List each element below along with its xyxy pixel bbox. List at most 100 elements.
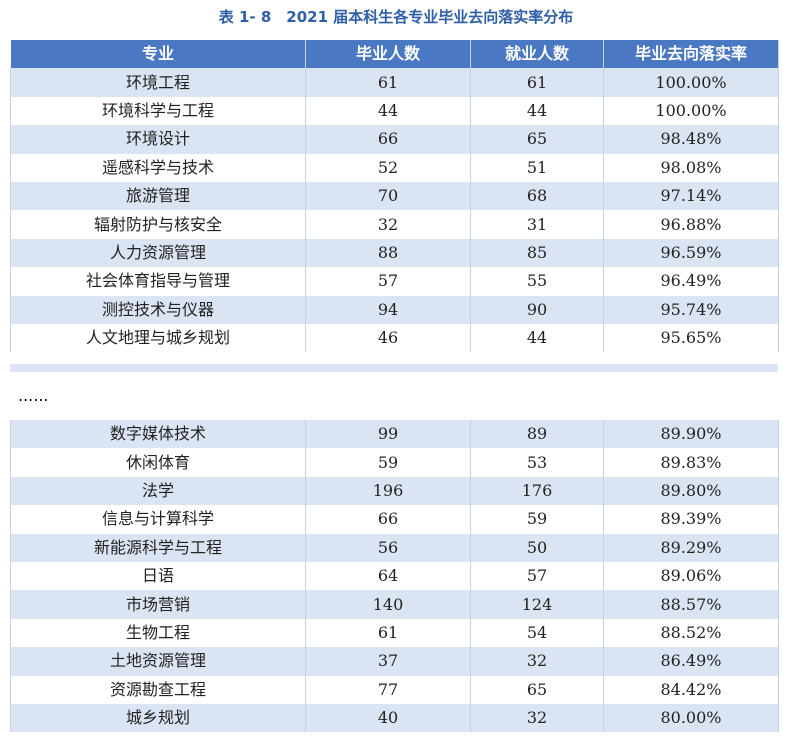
table-cell: 44	[470, 96, 604, 126]
table-row: 辐射防护与核安全 32 31 96.88%	[10, 210, 779, 239]
table-row: 资源勘查工程 77 65 84.42%	[10, 675, 779, 704]
table-cell: 日语	[10, 561, 306, 591]
table-cell: 98.08%	[603, 153, 779, 182]
table-cell: 61	[305, 618, 471, 648]
table-cell: 176	[470, 476, 604, 506]
table-row: 城乡规划 40 32 80.00%	[10, 703, 779, 733]
table-cell: 88.52%	[603, 618, 779, 648]
table-cell: 100.00%	[603, 68, 779, 97]
table-cell: 84.42%	[603, 675, 779, 704]
table-cell: 55	[470, 267, 604, 296]
table-cell: 99	[305, 420, 471, 449]
table-cell: 32	[470, 647, 604, 676]
table-bottom: 数字媒体技术 99 89 89.90% 休闲体育 59 53 89.83% 法学 196 176 89…	[10, 420, 779, 733]
table-cell: 57	[305, 267, 471, 296]
table-cell: 89	[470, 420, 604, 449]
cut-row	[10, 364, 778, 372]
table-row: 生物工程 61 54 88.52%	[10, 618, 779, 648]
table-row: 数字媒体技术 99 89 89.90%	[10, 420, 779, 449]
table-cell: 50	[470, 533, 604, 562]
table-cell: 85	[470, 238, 604, 268]
header-cell: 就业人数	[470, 40, 604, 69]
table-cell: 数字媒体技术	[10, 420, 306, 449]
table-row: 旅游管理 70 68 97.14%	[10, 181, 779, 211]
table-cell: 信息与计算科学	[10, 505, 306, 534]
table-cell: 66	[305, 505, 471, 534]
table-cell: 86.49%	[603, 647, 779, 676]
table-cell: 97.14%	[603, 181, 779, 211]
table-cell: 40	[305, 703, 471, 733]
ellipsis: ......	[18, 386, 49, 405]
table-cell: 100.00%	[603, 96, 779, 126]
table-row: 遥感科学与技术 52 51 98.08%	[10, 153, 779, 182]
table-cell: 辐射防护与核安全	[10, 210, 306, 239]
table-cell: 95.74%	[603, 295, 779, 324]
table-cell: 65	[470, 125, 604, 154]
table-cell: 53	[470, 448, 604, 477]
table-cell: 88.57%	[603, 590, 779, 619]
table-cell: 88	[305, 238, 471, 268]
table-row: 法学 196 176 89.80%	[10, 476, 779, 506]
table-row: 土地资源管理 37 32 86.49%	[10, 647, 779, 676]
table-cell: 生物工程	[10, 618, 306, 648]
table-row: 人文地理与城乡规划 46 44 95.65%	[10, 323, 779, 353]
table-row: 市场营销 140 124 88.57%	[10, 590, 779, 619]
table-cell: 65	[470, 675, 604, 704]
table-cell: 80.00%	[603, 703, 779, 733]
header-row: 专业 毕业人数 就业人数 毕业去向落实率	[10, 40, 779, 69]
table-cell: 环境设计	[10, 125, 306, 154]
table-cell: 37	[305, 647, 471, 676]
table-cell: 68	[470, 181, 604, 211]
table-cell: 89.29%	[603, 533, 779, 562]
table-row: 环境工程 61 61 100.00%	[10, 68, 779, 97]
table-cell: 77	[305, 675, 471, 704]
table-cell: 44	[305, 96, 471, 126]
table-cell: 52	[305, 153, 471, 182]
table-cell: 140	[305, 590, 471, 619]
header-cell: 毕业人数	[305, 40, 471, 69]
table-cell: 66	[305, 125, 471, 154]
table-cell: 90	[470, 295, 604, 324]
table-cell: 196	[305, 476, 471, 506]
table-row: 环境设计 66 65 98.48%	[10, 125, 779, 154]
table-cell: 51	[470, 153, 604, 182]
table-cell: 89.80%	[603, 476, 779, 506]
header-cell: 专业	[10, 40, 306, 69]
table-cell: 96.88%	[603, 210, 779, 239]
table-cell: 人文地理与城乡规划	[10, 323, 306, 353]
table-cell: 61	[305, 68, 471, 97]
table-cell: 32	[470, 703, 604, 733]
table-cell: 89.06%	[603, 561, 779, 591]
table-cell: 环境科学与工程	[10, 96, 306, 126]
table-cell: 56	[305, 533, 471, 562]
table-cell: 59	[305, 448, 471, 477]
table-row: 环境科学与工程 44 44 100.00%	[10, 96, 779, 126]
table-cell: 70	[305, 181, 471, 211]
table-cell: 95.65%	[603, 323, 779, 353]
table-cell: 89.83%	[603, 448, 779, 477]
table-cell: 法学	[10, 476, 306, 506]
table-cell: 人力资源管理	[10, 238, 306, 268]
table-cell: 44	[470, 323, 604, 353]
table-cell: 89.39%	[603, 505, 779, 534]
table-cell: 测控技术与仪器	[10, 295, 306, 324]
table-row: 日语 64 57 89.06%	[10, 561, 779, 591]
table-cell: 54	[470, 618, 604, 648]
table-top: 专业 毕业人数 就业人数 毕业去向落实率 环境工程 61 61 100.00% 环境科学与工程…	[10, 40, 779, 353]
table-cell: 旅游管理	[10, 181, 306, 211]
table-cell: 社会体育指导与管理	[10, 267, 306, 296]
table-row: 新能源科学与工程 56 50 89.29%	[10, 533, 779, 562]
table-cell: 环境工程	[10, 68, 306, 97]
table-title: 表 1- 8 2021 届本科生各专业毕业去向落实率分布	[218, 8, 574, 26]
table-cell: 64	[305, 561, 471, 591]
table-cell: 94	[305, 295, 471, 324]
table-cell: 89.90%	[603, 420, 779, 449]
table-cell: 46	[305, 323, 471, 353]
table-cell: 124	[470, 590, 604, 619]
table-row: 社会体育指导与管理 57 55 96.49%	[10, 267, 779, 296]
table-cell: 城乡规划	[10, 703, 306, 733]
table-cell: 土地资源管理	[10, 647, 306, 676]
table-cell: 新能源科学与工程	[10, 533, 306, 562]
table-cell: 遥感科学与技术	[10, 153, 306, 182]
